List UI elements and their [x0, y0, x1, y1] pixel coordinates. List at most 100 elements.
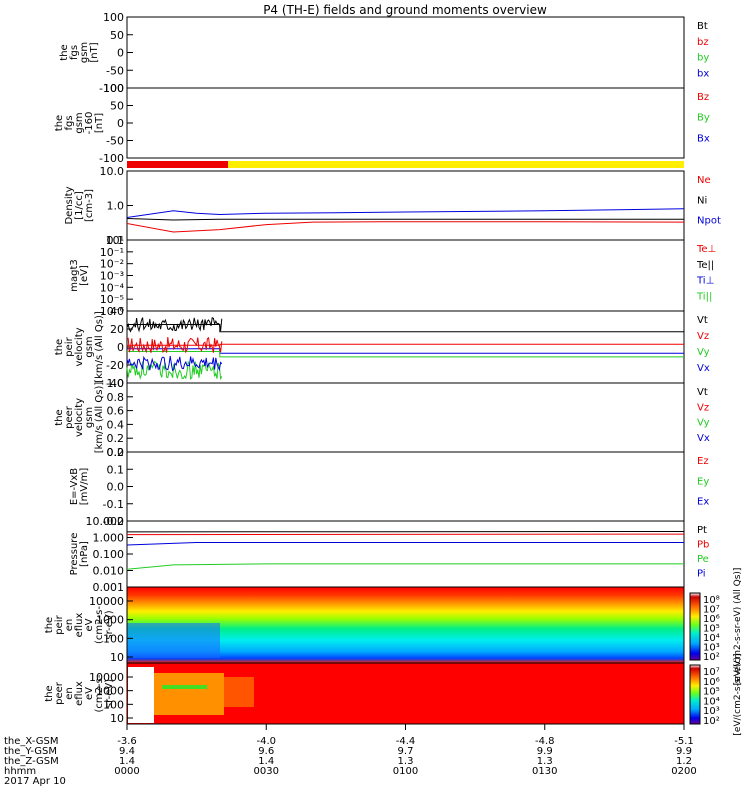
y-axis-label-line: [km/s (All Qs)] [94, 382, 105, 454]
y-tick-label: 0.4 [107, 418, 125, 431]
x-tick-label: -5.1 [674, 736, 694, 747]
legend-entry: Vz [697, 402, 709, 413]
y-tick-label: 10⁻⁵ [100, 293, 124, 306]
y-tick-label: 10⁻⁴ [100, 281, 125, 294]
colorbar-tick-label: 10⁶ [703, 677, 720, 688]
y-axis-label-line: magt3 [69, 259, 80, 292]
legend-entry: Te|| [696, 260, 714, 271]
colorbar-tick-label: 10⁷ [703, 667, 720, 678]
y-tick-label: 0.001 [93, 581, 125, 594]
legend-entry: Vx [697, 363, 710, 374]
y-axis-label-line: Density [64, 186, 75, 224]
panel-frame [126, 239, 685, 312]
legend-entry: Bz [697, 92, 709, 103]
legend-entry: Vy [697, 418, 710, 429]
y-axis-label: Pressure [nPa] [69, 533, 90, 576]
colorbar-tick-label: 10² [703, 652, 720, 663]
y-tick-label: 0 [117, 117, 124, 130]
colorbar-label: [eV/(cm2-s-sr-eV) (All Qs)] [733, 568, 743, 686]
y-axis-label-line: [nT] [94, 113, 105, 133]
mode-bar-yellow [228, 161, 684, 168]
y-tick-label: 50 [110, 29, 124, 42]
y-axis-label-line: -160 [84, 112, 95, 135]
y-axis-label: Density [1/cc] [cm-3] [64, 186, 95, 224]
x-tick-label: 0000 [114, 766, 139, 777]
colorbar-tick-label: 10⁶ [703, 614, 720, 625]
y-axis-label: the peir en eflux eV (cm2-s-sr-eV) [44, 606, 115, 644]
x-tick-label: 0030 [254, 766, 279, 777]
x-tick-label: 1.2 [676, 756, 692, 767]
y-axis-label-line: fgs [64, 115, 75, 130]
y-tick-label: -0.2 [103, 515, 124, 528]
legend-entry: Vt [697, 315, 708, 326]
y-axis-label-line: gsm [79, 42, 90, 63]
colorbar-tick-label: 10³ [703, 706, 720, 717]
y-axis-label-line: [cm-3] [84, 189, 95, 222]
x-tick-label: 1.4 [258, 756, 274, 767]
y-axis-label: the fgs gsm [nT] [59, 42, 100, 63]
y-tick-label: 40 [110, 305, 124, 318]
y-tick-label: 0.2 [107, 432, 125, 445]
panel-fgs: 100 50 0 -50 -100 the fgs gsm [nT] Bt bz by bx [59, 11, 709, 95]
y-axis-label-line: fgs [69, 45, 80, 60]
y-tick-label: -100 [99, 82, 124, 95]
panel-efield: 0.2 0.1 0.0 -0.1 -0.2 E=-VxB [mV/m] Ez Ey Ex [69, 446, 709, 528]
colorbar-tick-label: 10⁴ [703, 633, 720, 644]
panel-peir_spec: 10000 1000 100 10 the peir en eflux eV (cm2-s-sr-… [44, 586, 685, 664]
y-axis-label-line: velocity [74, 327, 85, 366]
y-axis-label-line: the [44, 685, 55, 701]
y-axis-label-line: gsm [74, 112, 85, 133]
y-tick-label: 20 [110, 323, 124, 336]
x-tick-label: -3.6 [117, 736, 137, 747]
x-tick-label: 9.7 [398, 746, 414, 757]
y-axis-label-line: eflux [74, 613, 85, 638]
y-tick-label: -50 [106, 135, 124, 148]
x-row-label: the_X-GSM [4, 736, 58, 747]
x-row-label: hhmm [4, 766, 36, 777]
x-tick-label: -4.4 [396, 736, 416, 747]
colorbar-tick-label: 10³ [703, 643, 720, 654]
y-axis-label-line: peer [64, 405, 75, 429]
y-tick-label: 10⁻¹ [100, 246, 124, 259]
colorbar-tick-label: 10⁵ [703, 624, 720, 635]
x-tick-label: 1.4 [119, 756, 135, 767]
y-tick-label: 1.0 [107, 377, 125, 390]
y-tick-label: 0.0 [107, 446, 125, 459]
legend-entry: Bx [697, 133, 710, 144]
y-tick-label: 100 [103, 698, 124, 711]
y-axis-label: the peer en eflux eV (cm2-s-sr-eV) [44, 674, 115, 712]
x-tick-label: 0200 [671, 766, 696, 777]
series-line [127, 351, 684, 358]
x-row-label: the_Z-GSM [4, 756, 59, 767]
y-axis-label: magt3 [eV] [69, 259, 90, 292]
velocity-noise-vt [126, 317, 223, 333]
panel-fgs2: 100 50 0 -50 -100 the fgs gsm -160 [nT] Bz By Bx [54, 82, 710, 165]
legend-entry: Pb [697, 540, 709, 551]
y-tick-label: 10.0 [100, 165, 125, 178]
y-axis-label-line: the [54, 115, 65, 131]
series-line [126, 533, 685, 536]
legend-entry: bz [697, 37, 709, 48]
y-axis-label-line: en [64, 619, 75, 632]
y-axis-label-line: [km/s (All Qs)] [94, 311, 105, 383]
y-tick-label: 0.1 [107, 463, 125, 476]
y-axis-label-line: [nPa] [79, 541, 90, 567]
y-tick-label: 10⁻² [100, 258, 124, 271]
legend-entry: Vy [697, 347, 710, 358]
y-axis-label: the fgs gsm -160 [nT] [54, 112, 105, 135]
colorbar-tick-label: 10² [703, 716, 720, 727]
x-tick-label: 0100 [393, 766, 418, 777]
y-axis-label-line: the [59, 44, 70, 60]
y-tick-label: 10000 [89, 595, 124, 608]
y-tick-label: 10 [110, 651, 124, 664]
y-tick-label: 50 [110, 100, 124, 113]
x-tick-label: 0130 [532, 766, 557, 777]
y-axis-label-line: eV [84, 618, 95, 631]
colorbar-tick-label: 10⁷ [703, 605, 720, 616]
legend-entry: Bt [697, 21, 708, 32]
y-tick-label: 0 [117, 47, 124, 60]
y-axis-label-line: gsm [84, 407, 95, 428]
